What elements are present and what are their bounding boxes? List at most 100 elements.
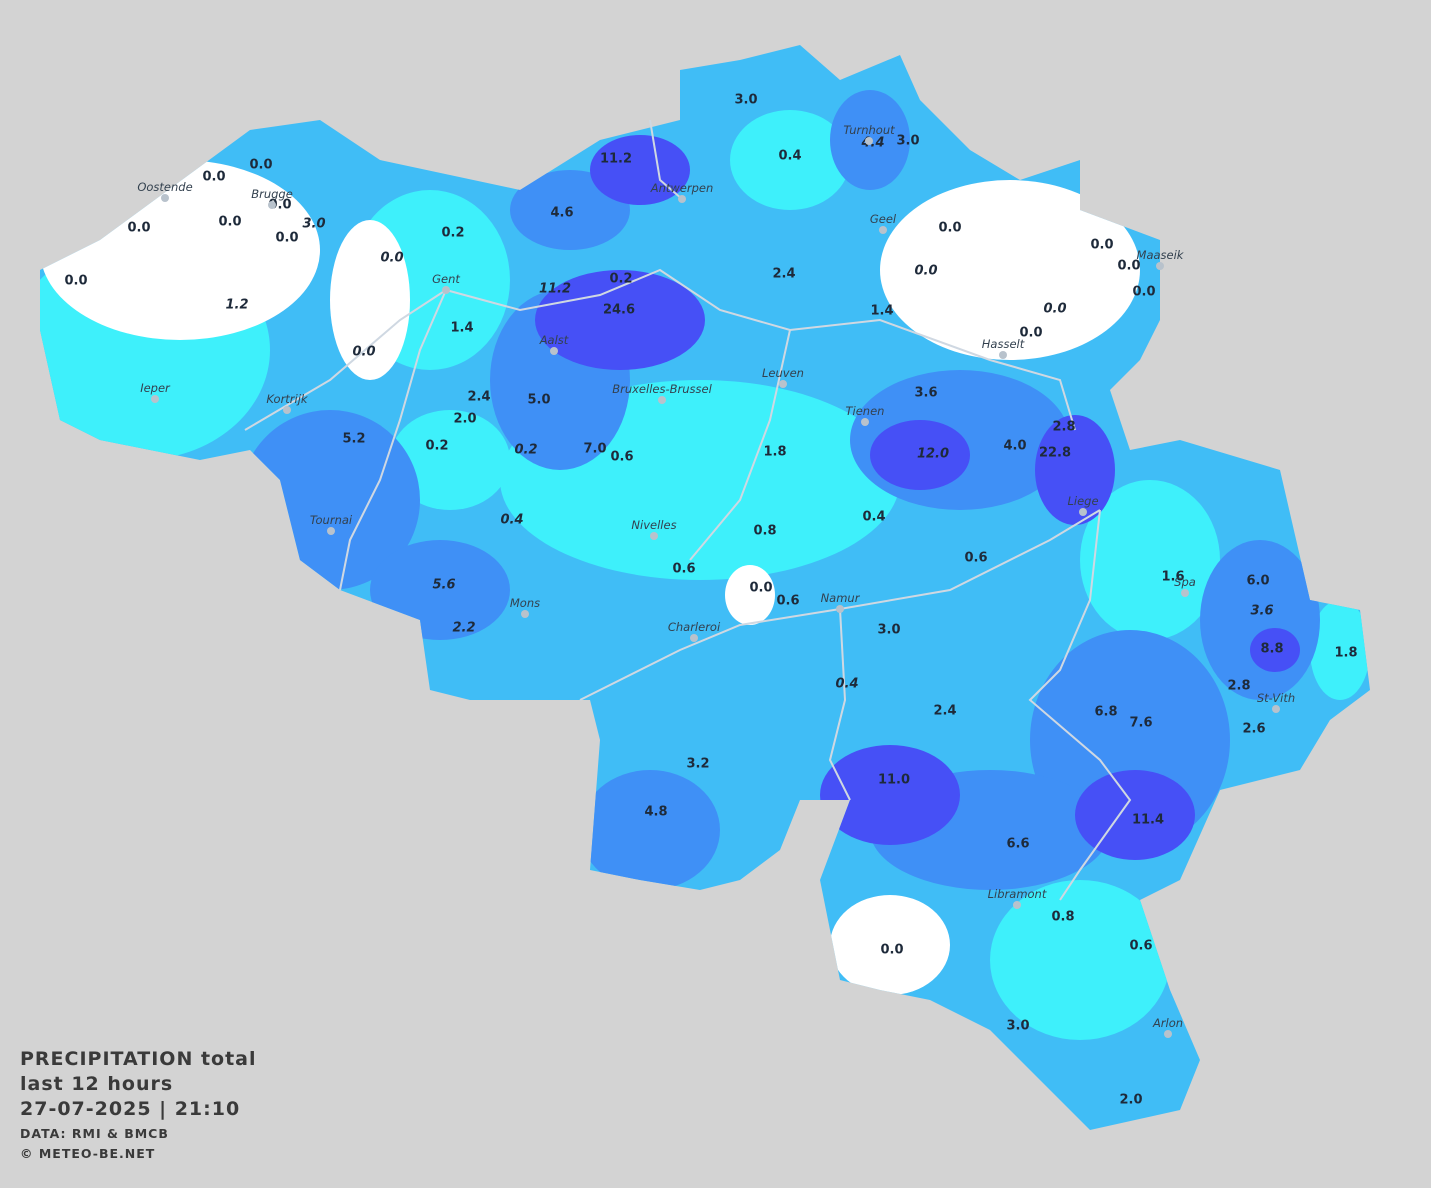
city-dot — [650, 532, 658, 540]
city-dot — [1156, 262, 1164, 270]
station-value: 0.2 — [609, 272, 632, 287]
city-label: Charleroi — [668, 620, 721, 634]
city-dot — [865, 137, 873, 145]
city-label: Nivelles — [631, 518, 676, 532]
station-value: 11.2 — [539, 282, 571, 297]
station-value: 2.4 — [772, 267, 795, 282]
station-value: 0.0 — [1117, 259, 1140, 274]
station-value: 5.0 — [527, 393, 550, 408]
station-value: 3.0 — [734, 93, 757, 108]
title-line: 27-07-2025 | 21:10 — [20, 1098, 240, 1120]
station-value: 0.0 — [249, 158, 272, 173]
station-value: 0.0 — [127, 221, 150, 236]
station-value: 0.0 — [352, 345, 375, 360]
city-dot — [879, 226, 887, 234]
station-value: 0.2 — [514, 443, 537, 458]
station-value: 3.6 — [1250, 604, 1273, 619]
station-value: 0.6 — [1129, 939, 1152, 954]
station-value: 0.0 — [914, 264, 937, 279]
city-label: Geel — [870, 212, 897, 226]
station-value: 1.6 — [1161, 570, 1184, 585]
city-label: Arlon — [1152, 1016, 1183, 1030]
station-value: 0.6 — [610, 450, 633, 465]
station-value: 6.8 — [1094, 705, 1117, 720]
station-value: 1.4 — [450, 321, 473, 336]
city-label: Antwerpen — [650, 181, 714, 195]
station-value: 2.2 — [452, 621, 475, 636]
city-dot — [1079, 508, 1087, 516]
station-value: 0.0 — [202, 170, 225, 185]
station-value: 0.8 — [753, 524, 776, 539]
station-value: 3.2 — [686, 757, 709, 772]
station-value: 24.6 — [603, 303, 635, 318]
city-label: Bruxelles-Brussel — [612, 382, 712, 396]
station-value: 2.0 — [1119, 1093, 1142, 1108]
station-value: 0.0 — [938, 221, 961, 236]
city-dot — [283, 406, 291, 414]
station-value: 0.4 — [835, 677, 858, 692]
station-value: 12.0 — [917, 447, 949, 462]
station-value: 0.2 — [425, 439, 448, 454]
city-dot — [442, 286, 450, 294]
station-value: 6.6 — [1006, 837, 1029, 852]
city-label: Aalst — [539, 333, 569, 347]
city-dot — [1181, 589, 1189, 597]
city-label: Tournai — [310, 513, 353, 527]
station-value: 0.6 — [776, 594, 799, 609]
station-value: 6.0 — [1246, 574, 1269, 589]
station-value: 2.4 — [933, 704, 956, 719]
city-dot — [861, 418, 869, 426]
station-value: 4.0 — [1003, 439, 1026, 454]
station-value: 3.0 — [896, 134, 919, 149]
city-dot — [1164, 1030, 1172, 1038]
station-value: 11.4 — [1132, 813, 1164, 828]
city-label: Turnhout — [843, 123, 895, 137]
city-label: Brugge — [251, 187, 293, 201]
city-dot — [550, 347, 558, 355]
city-label: Oostende — [137, 180, 192, 194]
station-value: 2.6 — [1242, 722, 1265, 737]
city-label: Mons — [510, 596, 540, 610]
title-line: PRECIPITATION total — [20, 1048, 257, 1070]
city-label: Kortrijk — [266, 392, 309, 406]
city-dot — [779, 380, 787, 388]
station-value: 0.6 — [964, 551, 987, 566]
station-value: 0.4 — [862, 510, 885, 525]
city-dot — [1272, 705, 1280, 713]
credit: © METEO-BE.NET — [20, 1146, 155, 1161]
station-value: 2.0 — [453, 412, 476, 427]
station-value: 3.0 — [877, 623, 900, 638]
city-dot — [690, 634, 698, 642]
city-label: Gent — [432, 272, 460, 286]
station-value: 1.2 — [225, 298, 248, 313]
credit: DATA: RMI & BMCB — [20, 1126, 169, 1141]
city-label: St-Vith — [1257, 691, 1295, 705]
station-value: 5.2 — [342, 432, 365, 447]
city-dot — [268, 201, 276, 209]
city-label: Tienen — [846, 404, 885, 418]
station-value: 0.0 — [749, 581, 772, 596]
station-value: 4.6 — [550, 206, 573, 221]
city-dot — [521, 610, 529, 618]
station-value: 4.4 — [860, 136, 884, 151]
station-value: 0.0 — [1132, 285, 1155, 300]
station-value: 0.0 — [1043, 302, 1066, 317]
station-value: 0.4 — [778, 149, 801, 164]
station-value: 0.0 — [218, 215, 241, 230]
station-value: 0.4 — [500, 513, 523, 528]
city-dot — [658, 396, 666, 404]
station-value: 0.0 — [275, 231, 298, 246]
city-dot — [161, 194, 169, 202]
city-dot — [327, 527, 335, 535]
city-label: Maaseik — [1137, 248, 1185, 262]
station-value: 0.0 — [1019, 326, 1042, 341]
station-value: 2.4 — [467, 390, 490, 405]
station-value: 0.0 — [1090, 238, 1113, 253]
station-value: 1.8 — [1334, 646, 1357, 661]
city-dot — [836, 605, 844, 613]
city-label: Leuven — [762, 366, 804, 380]
station-value: 0.0 — [268, 198, 291, 213]
city-label: Ieper — [140, 381, 171, 395]
station-value: 22.8 — [1039, 446, 1071, 461]
